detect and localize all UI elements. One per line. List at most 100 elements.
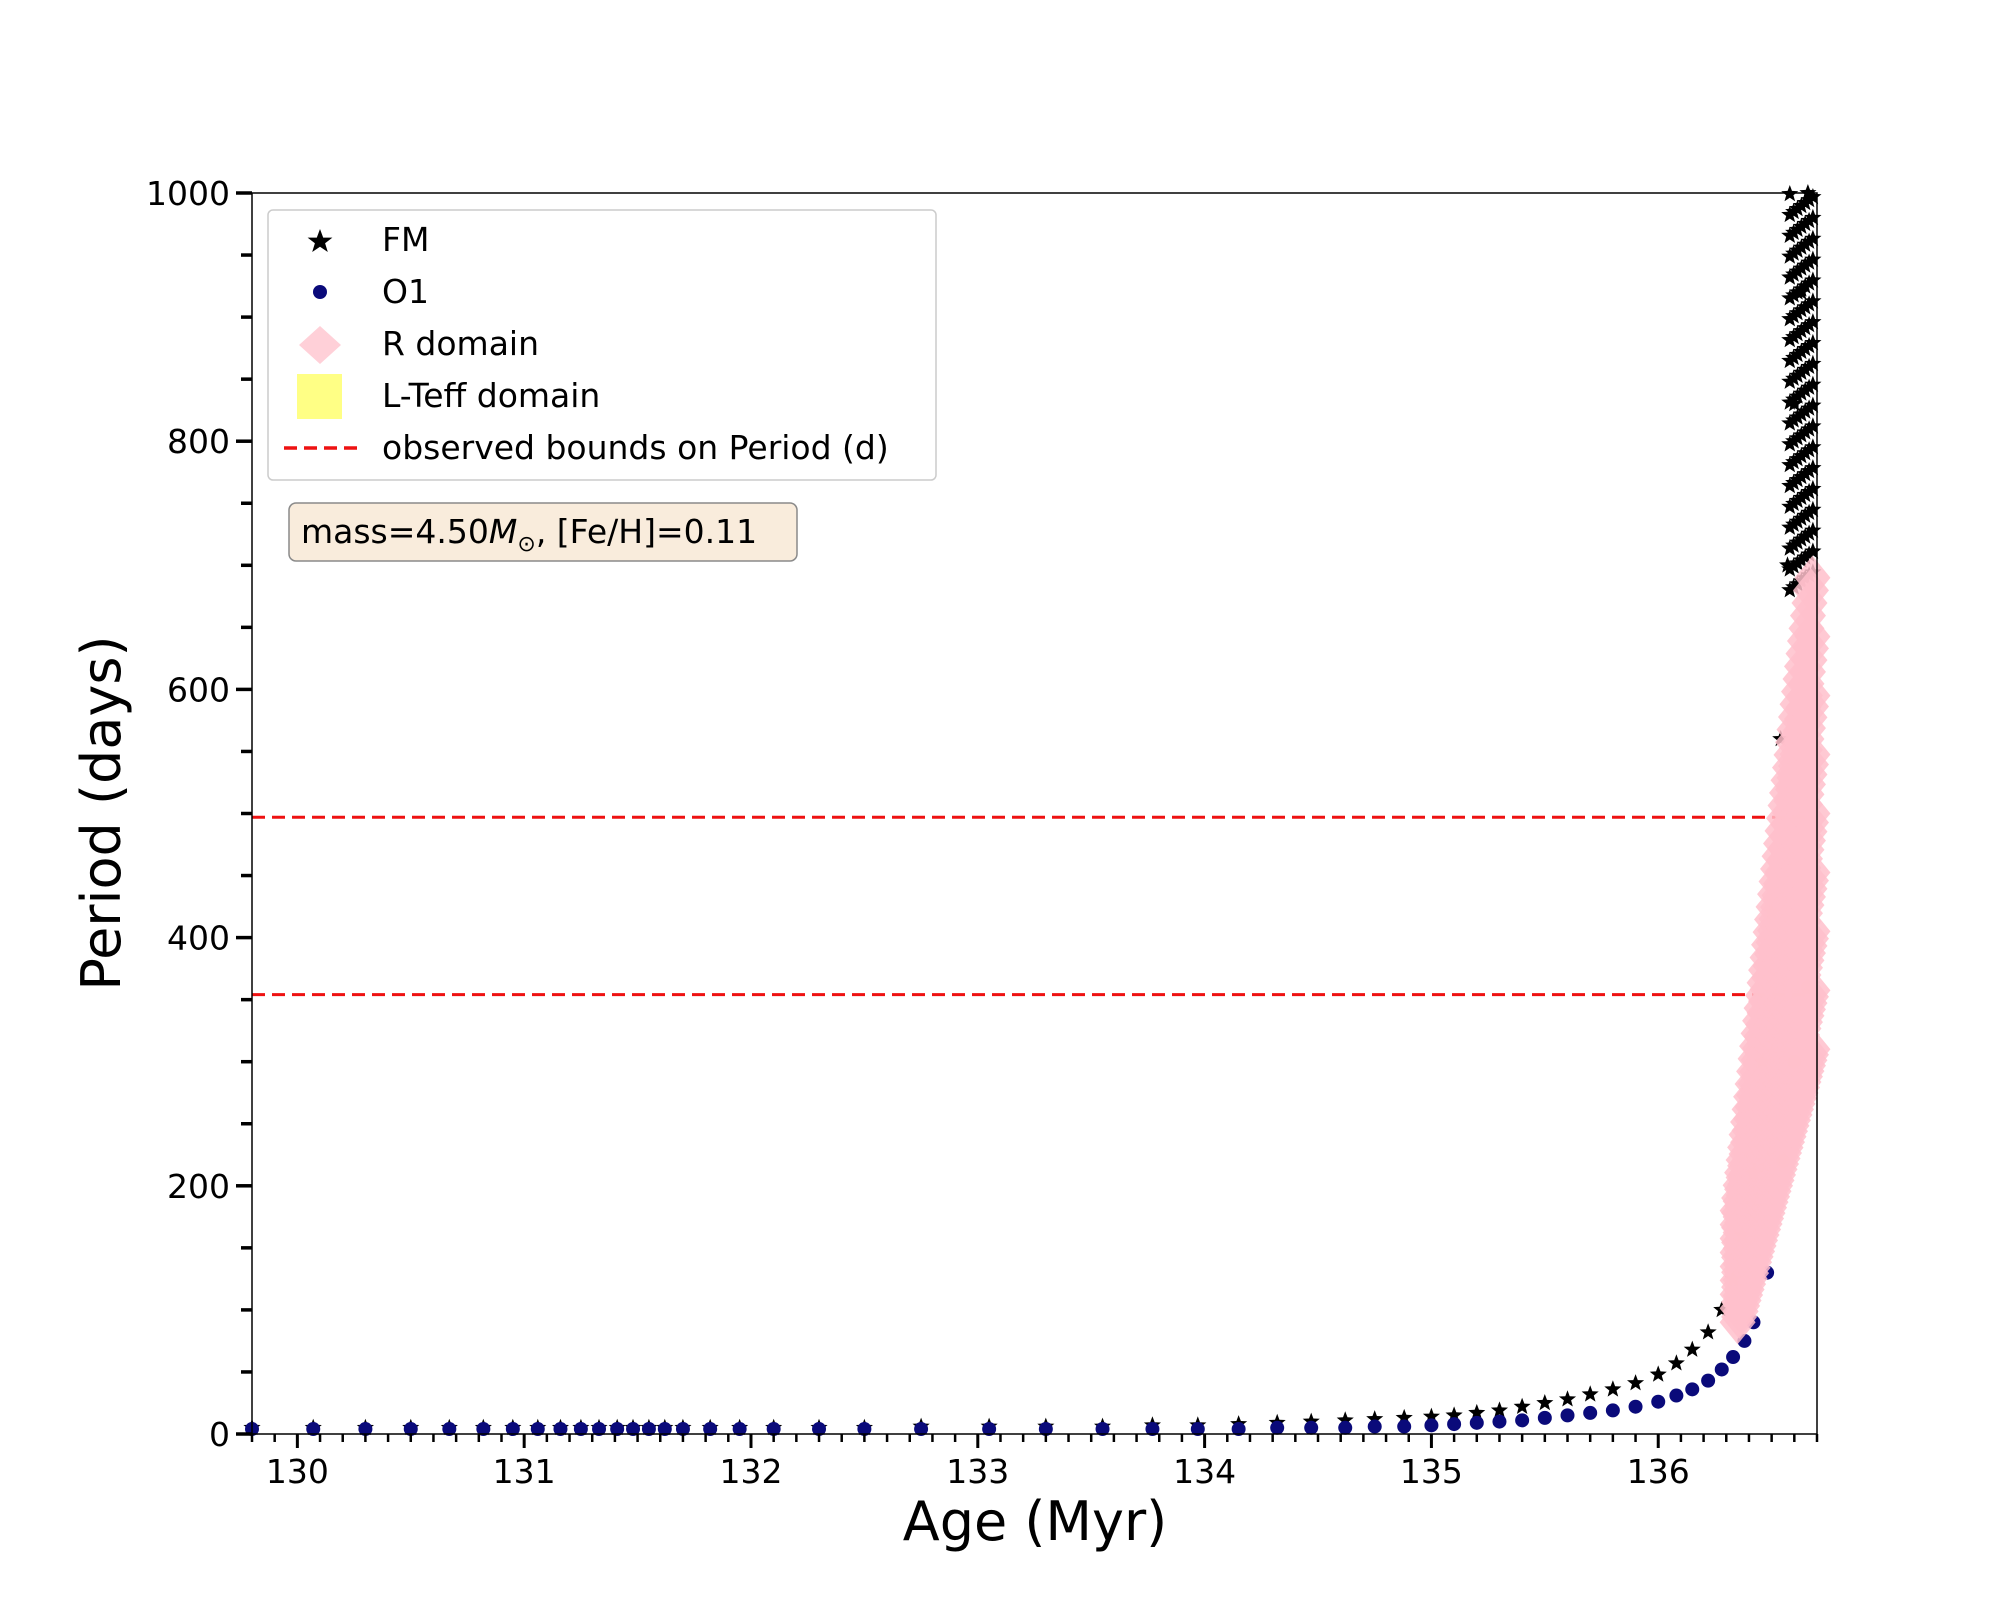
fm-point — [1788, 470, 1807, 488]
fm-point — [1788, 366, 1807, 383]
o1-point — [358, 1422, 373, 1437]
legend-label-observed-bounds: observed bounds on Period (d) — [382, 428, 889, 467]
fm-point — [1804, 375, 1822, 392]
fm-point — [1796, 548, 1814, 565]
fm-point — [1788, 408, 1807, 425]
diamond-icon — [299, 326, 341, 364]
info-sun-symbol: ⊙ — [517, 532, 535, 557]
o1-point — [1338, 1420, 1353, 1435]
o1-point — [1492, 1414, 1507, 1429]
fm-point — [1699, 1323, 1717, 1340]
y-tick-label: 0 — [209, 1415, 230, 1454]
r-domain-point — [1794, 1027, 1831, 1072]
fm-point — [1302, 1412, 1320, 1429]
x-tick-label: 136 — [1627, 1452, 1690, 1491]
x-axis: 130 131 132 133 134 135 136 — [250, 1434, 1819, 1491]
observed-bounds-lines — [252, 815, 1817, 997]
fm-point — [1649, 1365, 1667, 1382]
fm-point — [1796, 381, 1814, 398]
o1-point — [982, 1422, 997, 1437]
fm-point — [1804, 542, 1822, 559]
o1-point — [1685, 1382, 1700, 1397]
fm-point — [1445, 1406, 1463, 1423]
o1-point — [812, 1422, 827, 1437]
o1-point — [675, 1422, 690, 1437]
fm-point — [1788, 387, 1807, 404]
r-domain-series — [1719, 555, 1831, 1345]
fm-point — [1796, 402, 1814, 419]
o1-point — [1231, 1422, 1246, 1437]
info-prefix: mass=4.50 — [301, 512, 489, 551]
fm-point — [1581, 1385, 1599, 1402]
legend-entry-l-teff-domain: L-Teff domain — [297, 374, 600, 419]
o1-point — [505, 1422, 520, 1437]
fm-point — [1796, 214, 1814, 232]
o1-point — [1270, 1420, 1285, 1435]
o1-point — [732, 1422, 747, 1437]
x-axis-title: Age (Myr) — [903, 1490, 1168, 1553]
info-suffix: , [Fe/H]=0.11 — [536, 512, 757, 551]
o1-point — [1424, 1418, 1439, 1433]
fm-point — [1804, 333, 1822, 351]
info-mass-symbol: M — [489, 512, 517, 551]
fm-point — [1788, 283, 1807, 300]
o1-point — [306, 1422, 321, 1437]
y-axis-title: Period (days) — [70, 635, 133, 990]
o1-point — [530, 1422, 545, 1437]
o1-point — [403, 1422, 418, 1437]
fm-point — [1788, 262, 1807, 279]
fm-point — [1796, 485, 1814, 503]
fm-point — [1804, 188, 1822, 205]
y-axis: 0 200 400 600 800 1000 — [146, 174, 252, 1454]
x-tick-label: 134 — [1173, 1452, 1236, 1491]
plot-area — [243, 184, 1831, 1437]
o1-point — [553, 1422, 568, 1437]
fm-point — [1804, 292, 1822, 309]
fm-point — [1804, 229, 1822, 246]
fm-point — [1422, 1407, 1440, 1424]
legend-entry-fm: FM — [307, 220, 429, 259]
o1-point — [1628, 1399, 1643, 1414]
o1-point — [626, 1422, 641, 1437]
r-domain-point — [1794, 732, 1831, 777]
legend-box — [267, 209, 937, 481]
fm-point — [1788, 450, 1807, 467]
star-icon — [307, 229, 333, 252]
o1-point — [1583, 1405, 1598, 1420]
legend-label-fm: FM — [382, 220, 429, 259]
fm-point — [1804, 208, 1822, 226]
r-domain-point — [1794, 909, 1831, 954]
o1-point — [703, 1422, 718, 1437]
y-tick-label: 200 — [167, 1167, 230, 1206]
o1-point — [1605, 1403, 1620, 1418]
fm-point — [1788, 554, 1807, 571]
fm-point — [1788, 491, 1807, 508]
o1-point — [1304, 1420, 1319, 1435]
fm-point — [1788, 429, 1807, 446]
fm-point — [1799, 184, 1817, 201]
r-domain-point — [1794, 850, 1831, 895]
o1-point — [1367, 1419, 1382, 1434]
legend-label-l-teff-domain: L-Teff domain — [382, 376, 600, 415]
o1-point — [1651, 1394, 1666, 1409]
fm-point — [1804, 479, 1822, 497]
fm-point — [1788, 345, 1807, 363]
y-tick-label: 1000 — [146, 174, 230, 213]
fm-point — [1804, 396, 1822, 413]
r-domain-point — [1794, 555, 1831, 600]
fm-point — [1796, 465, 1814, 482]
legend-entry-r-domain: R domain — [299, 324, 539, 364]
o1-point — [1145, 1422, 1160, 1437]
fm-point — [1490, 1401, 1508, 1418]
fm-point — [1804, 459, 1822, 476]
fm-point — [1366, 1410, 1384, 1427]
o1-point — [641, 1422, 656, 1437]
legend-entry-observed-bounds: observed bounds on Period (d) — [284, 428, 889, 467]
fm-point — [1788, 220, 1807, 237]
o1-point — [657, 1422, 672, 1437]
x-tick-label: 132 — [719, 1452, 782, 1491]
fm-point — [1804, 354, 1822, 371]
fm-point — [1513, 1397, 1531, 1414]
fm-point — [1804, 250, 1822, 267]
